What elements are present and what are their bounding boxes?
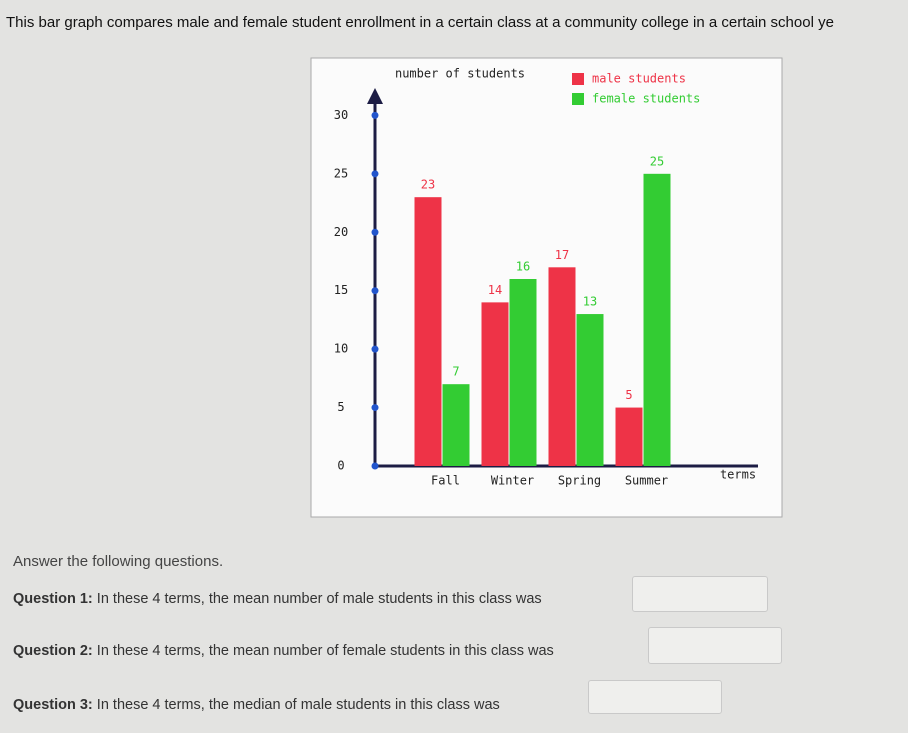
instructions: Answer the following questions.: [13, 553, 224, 570]
value-label: 5: [625, 388, 632, 402]
bar: [615, 407, 643, 466]
tick-mark: [371, 287, 379, 295]
value-label: 23: [421, 178, 435, 192]
tick-mark: [371, 111, 379, 119]
tick-mark: [371, 462, 379, 470]
tick-mark: [371, 404, 379, 412]
bar: [442, 384, 470, 466]
answer-input[interactable]: [588, 680, 722, 714]
answer-input[interactable]: [632, 576, 768, 612]
bar: [548, 267, 576, 466]
bar: [576, 314, 604, 466]
legend-label: female students: [592, 92, 700, 106]
tick-mark: [371, 170, 379, 178]
y-tick-label: 5: [337, 400, 344, 414]
value-label: 7: [452, 365, 459, 379]
bar: [643, 173, 671, 466]
question: Question 3: In these 4 terms, the median…: [13, 697, 500, 713]
legend-swatch: [572, 93, 584, 105]
bar: [509, 279, 537, 466]
question-text: In these 4 terms, the mean number of mal…: [96, 591, 542, 607]
value-label: 13: [583, 295, 597, 309]
question-text: In these 4 terms, the mean number of fem…: [96, 643, 554, 659]
value-label: 16: [516, 260, 530, 274]
y-tick-label: 30: [334, 108, 348, 122]
answer-input[interactable]: [648, 627, 782, 664]
question-label: Question 1:: [13, 591, 93, 607]
y-axis-title: number of students: [395, 67, 525, 81]
legend-label: male students: [592, 72, 686, 86]
tick-mark: [371, 345, 379, 353]
y-axis-arrow: [367, 88, 383, 104]
y-tick-label: 20: [334, 225, 348, 239]
intro-text: This bar graph compares male and female …: [6, 14, 834, 31]
tick-mark: [371, 228, 379, 236]
value-label: 17: [555, 248, 569, 262]
question-label: Question 3:: [13, 697, 93, 713]
y-tick-label: 10: [334, 342, 348, 356]
x-tick-label: Summer: [625, 474, 668, 488]
question-text: In these 4 terms, the median of male stu…: [96, 697, 500, 713]
chart: number of students terms 0 5 10 15 20 25 30 Fal…: [310, 57, 783, 518]
value-label: 25: [650, 154, 664, 168]
x-tick-label: Winter: [491, 474, 534, 488]
bar: [481, 302, 509, 466]
question-label: Question 2:: [13, 643, 93, 659]
question: Question 2: In these 4 terms, the mean n…: [13, 643, 554, 659]
y-tick-label: 0: [337, 459, 344, 473]
bar: [414, 197, 442, 466]
x-tick-label: Spring: [558, 474, 601, 488]
question: Question 1: In these 4 terms, the mean n…: [13, 591, 542, 607]
legend-swatch: [572, 73, 584, 85]
x-tick-label: Fall: [431, 474, 460, 488]
x-axis-title: terms: [720, 468, 756, 482]
y-tick-label: 15: [334, 283, 348, 297]
y-tick-label: 25: [334, 166, 348, 180]
value-label: 14: [488, 283, 502, 297]
chart-frame: [310, 57, 783, 518]
